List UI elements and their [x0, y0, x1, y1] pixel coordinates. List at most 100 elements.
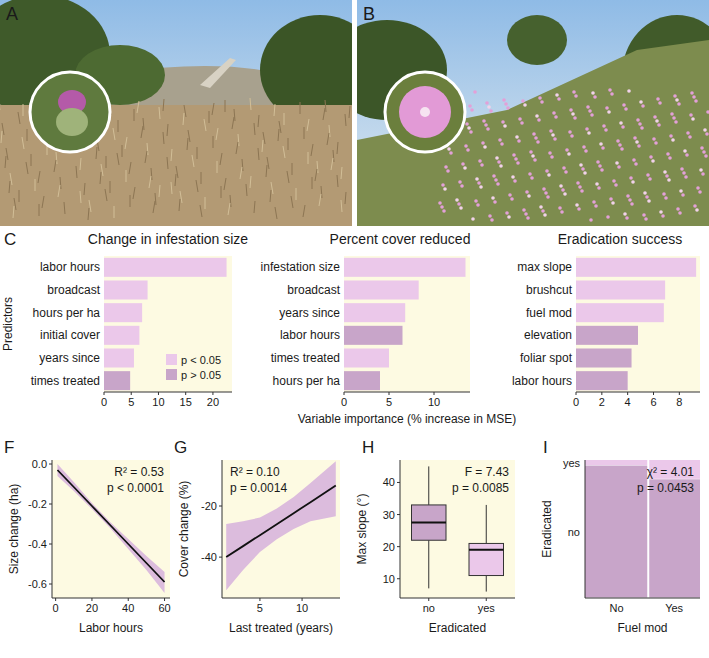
flower-dot: [510, 197, 514, 201]
grass: [341, 167, 342, 179]
y-tick-label: no: [568, 526, 580, 538]
bar: [576, 303, 664, 322]
flower-dot: [495, 156, 499, 160]
y-tick-label: 20: [383, 541, 395, 553]
category-label: years since: [39, 351, 100, 365]
flower-dot: [676, 207, 680, 211]
grass: [291, 196, 293, 208]
y-tick-label: -0.2: [28, 498, 47, 510]
flower-dot: [690, 91, 694, 95]
flower-dot: [574, 94, 578, 98]
flower-dot: [699, 168, 703, 172]
grass: [209, 111, 210, 123]
flower-dot: [468, 104, 472, 108]
title: Percent cover reduced: [330, 231, 471, 247]
flower-dot: [493, 200, 497, 204]
flower-dot: [653, 115, 657, 119]
inset: [30, 72, 110, 152]
x-tick-label: 0: [101, 396, 107, 408]
flower-dot: [592, 200, 596, 204]
grass: [19, 190, 20, 202]
flower-dot: [535, 114, 539, 118]
flower-dot: [526, 216, 530, 220]
flower-dot: [580, 189, 584, 193]
flower-dot: [562, 166, 566, 170]
x-tick: [259, 598, 260, 601]
slope: [357, 40, 709, 226]
x-tick-label: 10: [428, 396, 440, 408]
flower-dot: [614, 183, 618, 187]
x-tick-label: 5: [128, 396, 134, 408]
legend-swatch: [166, 354, 177, 365]
x-tick: [164, 598, 165, 601]
x-tick-label: 60: [158, 602, 170, 614]
y-tick-label: 0.0: [32, 458, 47, 470]
x-tick: [344, 392, 345, 395]
bar: [576, 326, 638, 345]
grass: [23, 104, 24, 116]
x-tick-label: 20: [86, 602, 98, 614]
flower-dot: [564, 170, 568, 174]
flower-dot: [635, 140, 639, 144]
grass: [292, 163, 293, 175]
y-tick-label: 40: [383, 476, 395, 488]
grass: [213, 136, 214, 148]
grass: [153, 201, 155, 213]
flower-dot: [657, 123, 661, 127]
bar: [344, 303, 405, 322]
grass: [242, 159, 243, 171]
y-tick: [397, 578, 400, 579]
flower-dot: [570, 134, 574, 138]
flower-dot: [706, 110, 709, 114]
grass: [106, 156, 107, 168]
flower-dot: [478, 159, 482, 163]
flower-dot: [639, 100, 643, 104]
flower-dot: [547, 173, 551, 177]
category-label: infestation size: [261, 260, 341, 274]
grass: [220, 153, 222, 165]
flower-dot: [460, 184, 464, 188]
grass: [275, 207, 277, 219]
y-tick-label: 30: [383, 509, 395, 521]
flower-dot: [576, 181, 580, 185]
flower-dot: [500, 142, 504, 146]
flower-dot: [704, 154, 708, 158]
x-tick: [158, 392, 159, 395]
figure: ABlabor hoursbroadcasthours per hainitia…: [0, 0, 709, 658]
title: Eradication success: [558, 231, 683, 247]
title: Change in infestation size: [88, 231, 249, 247]
grass: [39, 204, 40, 216]
annotation: p < 0.0001: [107, 481, 164, 495]
y-tick: [219, 557, 222, 558]
flower-dot: [520, 121, 524, 125]
x-tick: [185, 392, 186, 395]
grass: [56, 152, 57, 164]
bars: [104, 258, 227, 390]
grass: [27, 129, 28, 141]
category-label: times treated: [31, 374, 100, 388]
grass: [187, 138, 188, 150]
x-tick: [128, 598, 129, 601]
panel-letter: C: [4, 230, 16, 249]
flower-dot: [559, 184, 563, 188]
flower-dot: [689, 113, 693, 117]
plot-background: [222, 460, 340, 598]
flower-dot: [656, 97, 660, 101]
x-tick: [212, 392, 213, 395]
x-tick-label: 2: [599, 396, 605, 408]
flower-dot: [585, 127, 589, 131]
flower-dot: [681, 193, 685, 197]
box: [469, 543, 504, 575]
bar: [104, 371, 130, 390]
flower-dot: [479, 185, 483, 189]
median: [412, 522, 447, 524]
flower-dot: [669, 134, 673, 138]
flower-dot: [698, 190, 702, 194]
flower-dot: [672, 116, 676, 120]
grass: [117, 153, 119, 165]
category-label: times treated: [271, 351, 340, 365]
bar: [104, 303, 142, 322]
grass: [236, 142, 238, 154]
grass: [167, 157, 168, 169]
grass: [205, 197, 206, 209]
